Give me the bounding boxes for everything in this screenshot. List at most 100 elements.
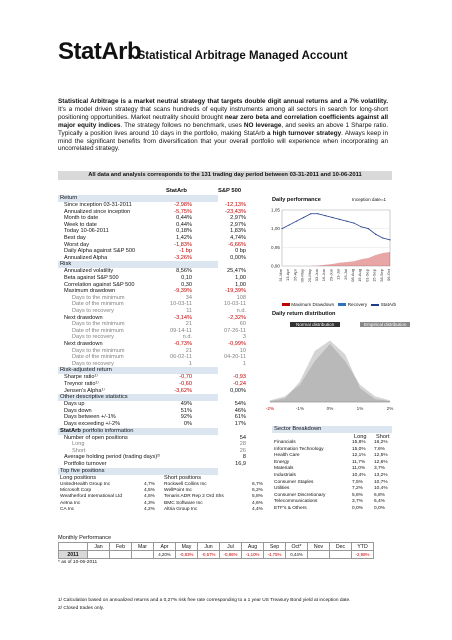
risk-adjusted-row: Sharpe ratio¹⁾ -0,70 -0,93 (58, 374, 246, 381)
sector-long-weight: 11,7% (352, 459, 366, 465)
sp500-value: -0,93 (233, 374, 246, 381)
x-tick-label: 13-Jul (336, 269, 341, 280)
page-subtitle: – Statistical Arbitrage Managed Account (128, 50, 348, 62)
statarb-point (288, 224, 290, 226)
month-header: Jan (87, 542, 110, 551)
intro-highlight-1: Statistical Arbitrage is a market neutra… (58, 98, 388, 105)
statarb-point (382, 237, 384, 239)
statarb-point (375, 233, 377, 235)
position-row: Weatherford International Ltd 4,5% Tenaris… (58, 494, 272, 501)
x-tick-label: 06-Oct (386, 268, 391, 281)
y-tick-label: 0,90 (271, 264, 280, 269)
statarb-value: 0,30 (181, 281, 192, 288)
statarb-point (281, 228, 283, 230)
row-label: Annualized volatility (64, 268, 114, 275)
sp500-value: 0 bp (235, 248, 246, 255)
statarb-value: -9,39% (174, 288, 192, 295)
sector-name: Utilities (274, 486, 290, 492)
month-value: 0,44% (285, 550, 308, 559)
sp500-value: 1,00 (235, 275, 246, 281)
sector-row: ETF's & Others 0,0% 0,0% (272, 506, 392, 513)
long-position-weight: 4,2% (144, 507, 155, 513)
month-header: Jul (219, 542, 242, 551)
sp500-value: -23,43% (225, 208, 246, 215)
row-label: Today 10-06-2011 (64, 228, 109, 235)
short-positions-header: Short positions (164, 474, 202, 481)
sp500-value: 54% (234, 401, 246, 408)
portfolio-value: 54 (239, 434, 246, 441)
risk-row: Date of the minimum 06-02-11 04-20-11 (58, 354, 246, 361)
month-header: Mar (131, 542, 154, 551)
row-label: Long (72, 441, 85, 448)
sector-name: Health Care (274, 453, 300, 459)
x-tick-label: 08-Aug (350, 269, 355, 282)
portfolio-row: Long 28 (58, 441, 246, 448)
intro-highlight-4: a high turnover strategy (267, 129, 342, 137)
position-row: Microsoft Corp 4,5% WellPoint Inc 6,2% (58, 488, 272, 495)
row-label: Beta against S&P 500 (64, 275, 119, 281)
statarb-value: 49% (180, 401, 192, 408)
statarb-point (295, 220, 297, 222)
sector-name: ETF's & Others (274, 505, 307, 511)
sector-name: Consumer Staples (274, 479, 314, 485)
sector-breakdown: Sector Breakdown Long Short Financials 15… (272, 426, 392, 513)
long-position-weight: 4,5% (144, 488, 155, 493)
month-value: -4,75% (263, 550, 286, 559)
risk-row: Days to the minimum 21 10 (58, 348, 246, 355)
sector-short-weight: 12,5% (374, 453, 388, 459)
row-label: Portfolio turnover (64, 461, 107, 467)
row-label: Days between +/-1% (64, 414, 116, 421)
x-tick-label: 28-Sep (379, 268, 384, 282)
statarb-point (310, 213, 312, 215)
inception-note: Inception date=1 (352, 197, 387, 202)
sector-row: Energy 11,7% 12,6% (272, 460, 392, 467)
sector-name: Energy (274, 459, 290, 465)
row-label: Month to date (64, 215, 99, 222)
x-tick-label: -1% (296, 406, 304, 411)
sp500-value: 1 (242, 360, 246, 367)
row-label: Week to date (64, 221, 97, 228)
col-header-statarb: StatArb (166, 188, 187, 194)
month-header: Sep (263, 542, 286, 551)
other-stats-row: Days between +/-1% 92% 61% (58, 414, 246, 421)
short-position-name: Rockwell Collins Inc (164, 481, 207, 487)
row-label: Sharpe ratio¹⁾ (64, 374, 98, 381)
year-cell: 2011 (58, 550, 88, 559)
other-stats-row: Days down 51% 46% (58, 408, 246, 415)
legend-drawdown-label: Maximum Drawdown (291, 302, 335, 307)
return-row: Annualized since inception -5,75% -23,43% (58, 208, 246, 216)
sp500-value: -19,39% (225, 288, 246, 295)
short-position-weight: 4,6% (252, 500, 263, 506)
x-tick-label: 09-May (300, 269, 305, 282)
return-row: Daily Alpha against S&P 500 -1 bp 0 bp (58, 248, 246, 255)
short-position-name: Altria Group Inc (164, 507, 198, 513)
portfolio-value: 26 (239, 447, 246, 454)
monthly-performance-table: Jan Feb Mar Apr May Jun Jul Aug Sep Oct* Nov Dec YTD… (58, 542, 374, 559)
row-label: Worst day (64, 241, 90, 248)
sp500-value: 10 (239, 347, 246, 354)
portfolio-row: Average holding period (trading days)²⁾ 8 (58, 454, 246, 461)
long-positions-header: Long positions (60, 474, 97, 481)
sector-long-weight: 7,5% (352, 479, 363, 485)
month-header: YTD (351, 542, 374, 551)
short-position-weight: 6,2% (252, 488, 263, 493)
portfolio-row: Number of open positions 54 (58, 435, 246, 442)
risk-row: Beta against S&P 500 0,10 1,00 (58, 275, 246, 282)
sector-short-weight: 0,0% (374, 505, 385, 511)
statarb-value: -2,98% (174, 202, 192, 208)
sector-short-weight: 6,8% (374, 492, 385, 498)
sp500-value: 0,00% (230, 387, 246, 394)
risk-row: Next drawdown -0,73% -0,99% (58, 341, 246, 348)
intro-highlight-2: near zero beta and correlation coefficie… (58, 113, 389, 129)
sp500-value: -2,32% (228, 314, 246, 321)
long-position-name: CA Inc (60, 507, 75, 513)
row-label: Date of the minimum (72, 327, 124, 334)
row-label: Annualized since inception (64, 208, 131, 215)
month-value: -2,98% (351, 550, 374, 559)
risk-adjusted-row: Treynor ratio¹⁾ -0,60 -0,24 (58, 381, 246, 388)
sector-long-weight: 15,0% (352, 446, 366, 452)
row-label: Treynor ratio¹⁾ (64, 381, 99, 387)
intro-paragraph: Statistical Arbitrage is a market neutra… (58, 98, 388, 153)
month-value (109, 550, 132, 559)
